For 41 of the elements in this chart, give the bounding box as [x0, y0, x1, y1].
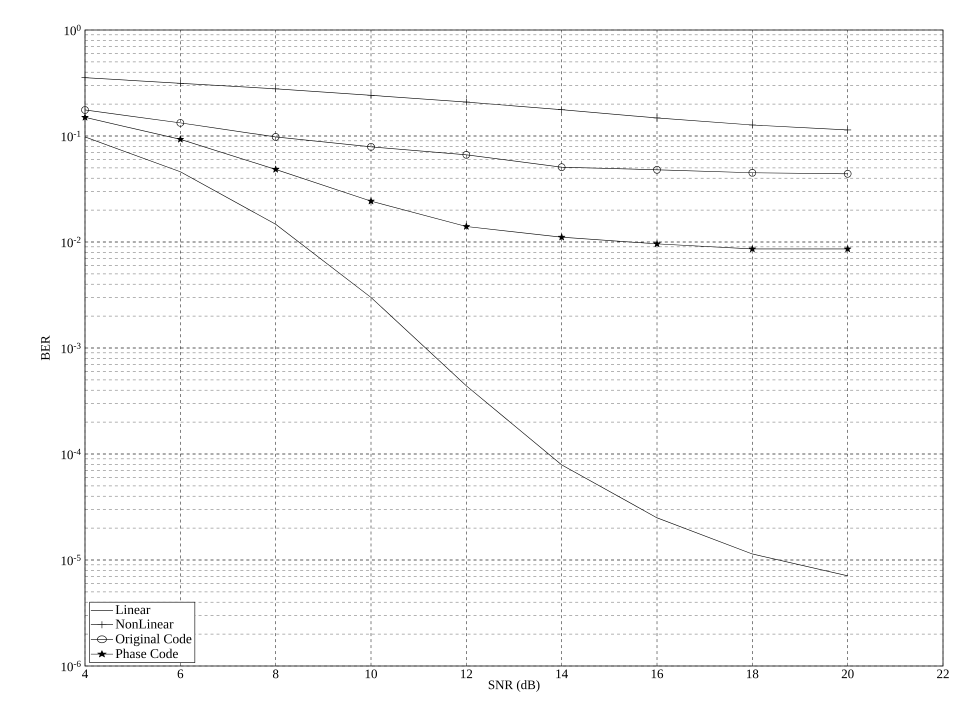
y-axis-title: BER — [41, 335, 50, 360]
point — [558, 163, 566, 171]
point — [844, 170, 852, 178]
y-tick-label: 10$^{-2}$ — [62, 236, 80, 248]
point — [558, 233, 566, 240]
point — [272, 133, 280, 141]
legend-label: Original Code — [116, 634, 192, 646]
point — [81, 106, 89, 114]
point — [653, 166, 661, 174]
point — [367, 197, 375, 204]
point — [367, 143, 375, 151]
point — [462, 151, 470, 159]
point — [844, 245, 852, 252]
x-tick-label: 10 — [366, 670, 377, 678]
legend-label: Linear — [116, 605, 150, 614]
x-tick-label: 8 — [272, 670, 278, 678]
point — [748, 245, 756, 252]
point — [176, 119, 184, 127]
x-tick-label: 6 — [178, 670, 184, 678]
x-tick-label: 20 — [842, 670, 854, 678]
x-tick-label: 18 — [747, 670, 758, 678]
x-axis-title: SNR (dB) — [488, 680, 540, 692]
point — [653, 240, 661, 248]
point — [748, 168, 756, 177]
y-tick-label: 10$^{-4}$ — [62, 448, 81, 460]
y-tick-label: 10$^{-6}$ — [62, 660, 81, 672]
y-tick-label: 10$^{0}$ — [64, 24, 81, 36]
x-tick-label: 14 — [556, 670, 568, 678]
x-tick-label: 12 — [461, 670, 472, 678]
point — [272, 166, 280, 173]
x-tick-label: 22 — [937, 670, 949, 678]
legend-label: Phase Code — [116, 648, 178, 658]
point — [81, 114, 89, 120]
y-tick-label: 10$^{-1}$ — [62, 130, 80, 142]
point — [462, 222, 470, 230]
legend-label: NonLinear — [116, 620, 174, 629]
y-tick-label: 10$^{-3}$ — [62, 342, 81, 354]
x-tick-label: 4 — [82, 670, 88, 678]
y-tick-label: 10$^{-5}$ — [62, 554, 81, 566]
x-tick-label: 16 — [652, 670, 664, 678]
point — [176, 136, 184, 142]
